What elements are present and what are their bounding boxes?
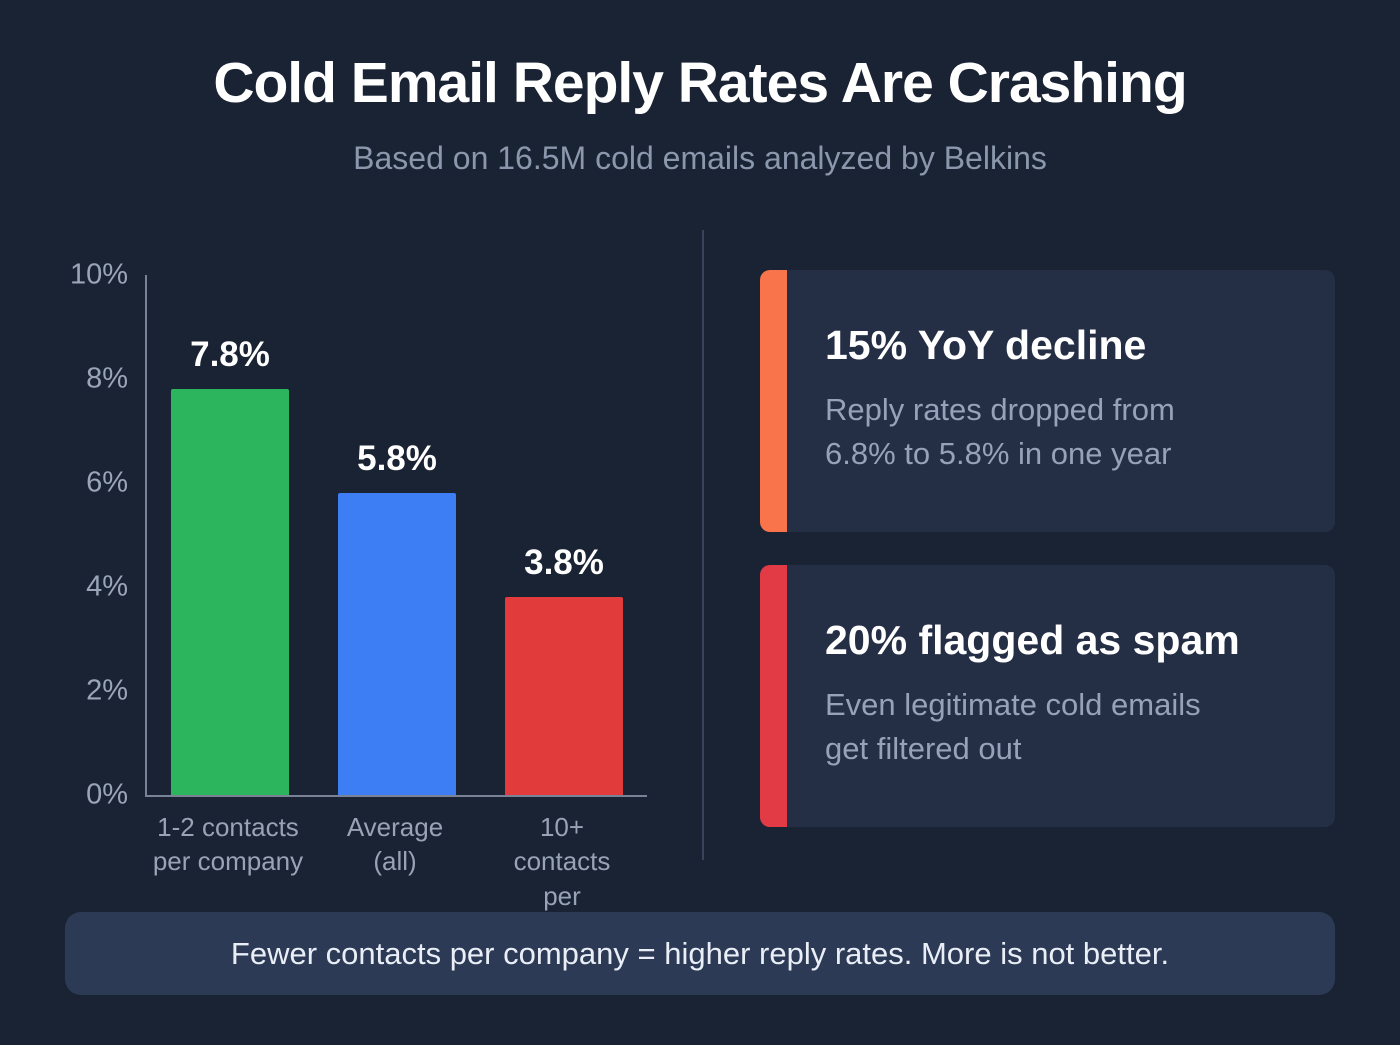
card-accent-bar-red bbox=[760, 565, 787, 827]
x-axis-category-label: Average (all) bbox=[346, 812, 444, 877]
y-axis-tick-label: 0% bbox=[86, 778, 128, 811]
x-axis-category-label: 1-2 contacts per company bbox=[152, 812, 304, 877]
page-title: Cold Email Reply Rates Are Crashing bbox=[213, 51, 1187, 115]
y-axis-tick-label: 2% bbox=[86, 674, 128, 707]
footer-note: Fewer contacts per company = higher repl… bbox=[230, 935, 1170, 971]
footer-banner: Fewer contacts per company = higher repl… bbox=[65, 912, 1335, 995]
bar-value-label: 3.8% bbox=[524, 543, 604, 582]
card-accent-bar-orange bbox=[760, 270, 787, 532]
chart-bar-1 bbox=[171, 389, 289, 795]
chart-bar-3 bbox=[505, 597, 623, 795]
stat-card-title: 15% YoY decline bbox=[825, 322, 1147, 368]
bar-value-label: 7.8% bbox=[190, 335, 270, 374]
stat-card-title: 20% flagged as spam bbox=[825, 617, 1240, 663]
stat-card-spam: 20% flagged as spam Even legitimate cold… bbox=[760, 565, 1335, 827]
y-axis-labels: 0% 2% 4% 6% 8% 10% bbox=[40, 259, 128, 811]
vertical-divider bbox=[702, 230, 704, 860]
stat-card-yoy-decline: 15% YoY decline Reply rates dropped from… bbox=[760, 270, 1335, 532]
stat-card-body: Even legitimate cold emails get filtered… bbox=[825, 687, 1201, 767]
y-axis-tick-label: 10% bbox=[69, 258, 128, 291]
x-axis-labels: 1-2 contacts per company Average (all) 10+… bbox=[145, 810, 645, 945]
plot-area: 7.8% 5.8% 3.8% bbox=[145, 275, 647, 797]
stat-card-body: Reply rates dropped from 6.8% to 5.8% in… bbox=[825, 392, 1175, 472]
y-axis-tick-label: 4% bbox=[86, 570, 128, 603]
page-subtitle: Based on 16.5M cold emails analyzed by B… bbox=[353, 140, 1047, 176]
y-axis-tick-label: 8% bbox=[86, 362, 128, 395]
chart-bar-2 bbox=[338, 493, 456, 795]
bar-value-label: 5.8% bbox=[357, 439, 437, 478]
y-axis-tick-label: 6% bbox=[86, 466, 128, 499]
